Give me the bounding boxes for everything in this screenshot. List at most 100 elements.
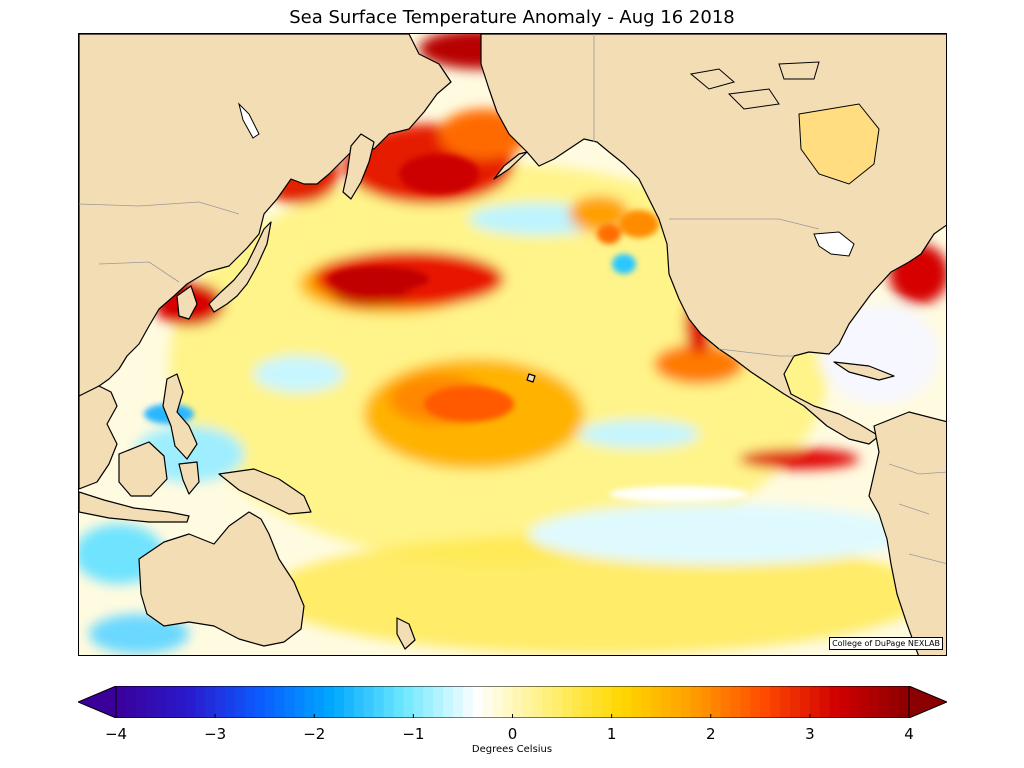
- colorbar-cell: [681, 686, 692, 718]
- colorbar-cell: [760, 686, 771, 718]
- south-america: [868, 411, 946, 655]
- korea: [176, 285, 198, 320]
- colorbar-cell: [581, 686, 593, 718]
- colorbar-cell: [879, 686, 890, 718]
- colorbar-cell: [205, 686, 216, 718]
- indonesia: [79, 491, 190, 523]
- colorbar-cell: [512, 686, 524, 718]
- colorbar-cell: [750, 686, 761, 718]
- colorbar-cell: [215, 686, 226, 718]
- colorbar: [76, 685, 949, 719]
- land-masses: [79, 34, 946, 655]
- philippines: [162, 373, 198, 460]
- baikal-lake: [238, 102, 260, 139]
- colorbar-cell: [482, 686, 494, 718]
- colorbar-cell: [889, 686, 900, 718]
- colorbar-cell: [185, 686, 196, 718]
- cuba: [833, 361, 895, 381]
- colorbar-cell: [472, 686, 484, 718]
- colorbar-cell: [720, 686, 732, 718]
- colorbar-cell: [254, 686, 266, 718]
- australia: [138, 511, 305, 647]
- colorbar-cell: [433, 686, 444, 718]
- colorbar-cell: [809, 686, 821, 718]
- arctic-islands: [689, 61, 820, 110]
- colorbar-cell: [839, 686, 851, 718]
- asia-landmass: [79, 34, 452, 397]
- colorbar-label: Degrees Celsius: [471, 744, 553, 755]
- colorbar-cell: [304, 686, 315, 718]
- colorbar-cell: [274, 686, 286, 718]
- colorbar-cell: [601, 686, 613, 718]
- colorbar-ticks: [115, 714, 910, 718]
- colorbar-cell: [661, 686, 672, 718]
- colorbar-cell: [631, 686, 642, 718]
- credit-label: College of DuPage NEXLAB: [829, 637, 943, 650]
- colorbar-cell: [829, 686, 841, 718]
- map-canvas: [79, 34, 946, 655]
- colorbar-cell: [135, 686, 147, 718]
- colorbar-cell: [790, 686, 801, 718]
- colorbar-cell: [334, 686, 345, 718]
- colorbar-cell: [671, 686, 682, 718]
- colorbar-cell: [522, 686, 533, 718]
- hudson-bay: [798, 103, 880, 185]
- colorbar-cell: [690, 686, 702, 718]
- colorbar-cell: [195, 686, 206, 718]
- colorbar-cell: [492, 686, 504, 718]
- country-borders: [79, 34, 946, 564]
- colorbar-cell: [502, 686, 514, 718]
- colorbar-cell: [363, 686, 375, 718]
- colorbar-cell: [641, 686, 652, 718]
- new-guinea: [218, 468, 312, 515]
- colorbar-cell: [621, 686, 633, 718]
- colorbar-cell: [116, 686, 127, 718]
- colorbar-cell: [383, 686, 395, 718]
- colorbar-cell: [869, 686, 880, 718]
- colorbar-cell: [799, 686, 811, 718]
- colorbar-cell: [284, 686, 296, 718]
- colorbar-cell: [571, 686, 583, 718]
- colorbar-max-arrow: [909, 686, 947, 718]
- colorbar-cell: [145, 686, 157, 718]
- colorbar-cell: [125, 686, 137, 718]
- colorbar-cell: [899, 686, 910, 718]
- colorbar-cell: [651, 686, 662, 718]
- colorbar-tick-label: −1: [402, 725, 425, 743]
- chart-title: Sea Surface Temperature Anomaly - Aug 16…: [289, 7, 735, 28]
- colorbar-cell: [244, 686, 256, 718]
- colorbar-cell: [403, 686, 414, 718]
- sulawesi: [178, 461, 200, 495]
- colorbar-cell: [264, 686, 276, 718]
- colorbar-cell: [780, 686, 791, 718]
- colorbar-tick-label: 0: [507, 725, 518, 743]
- colorbar-cell: [700, 686, 712, 718]
- kamchatka: [342, 133, 375, 200]
- alaska-peninsula: [493, 151, 528, 180]
- colorbar-cells: [116, 686, 910, 718]
- colorbar-tick-label: 3: [805, 725, 815, 743]
- colorbar-cell: [175, 686, 186, 718]
- colorbar-svg: [76, 685, 949, 719]
- colorbar-min-arrow: [78, 686, 116, 718]
- colorbar-cell: [740, 686, 751, 718]
- japan: [208, 221, 272, 313]
- colorbar-cell: [562, 686, 573, 718]
- colorbar-cell: [443, 686, 454, 718]
- colorbar-cell: [532, 686, 543, 718]
- new-zealand: [396, 617, 416, 650]
- colorbar-cell: [373, 686, 385, 718]
- hawaii: [526, 373, 536, 383]
- colorbar-tick-label: −2: [303, 725, 326, 743]
- colorbar-cell: [353, 686, 365, 718]
- colorbar-cell: [591, 686, 603, 718]
- borneo: [118, 441, 168, 497]
- colorbar-cell: [234, 686, 246, 718]
- colorbar-cell: [343, 686, 355, 718]
- colorbar-cell: [453, 686, 464, 718]
- colorbar-cell: [165, 686, 177, 718]
- colorbar-cell: [859, 686, 870, 718]
- colorbar-tick-label: 4: [904, 725, 914, 743]
- colorbar-cell: [413, 686, 424, 718]
- southeast-asia: [79, 385, 118, 490]
